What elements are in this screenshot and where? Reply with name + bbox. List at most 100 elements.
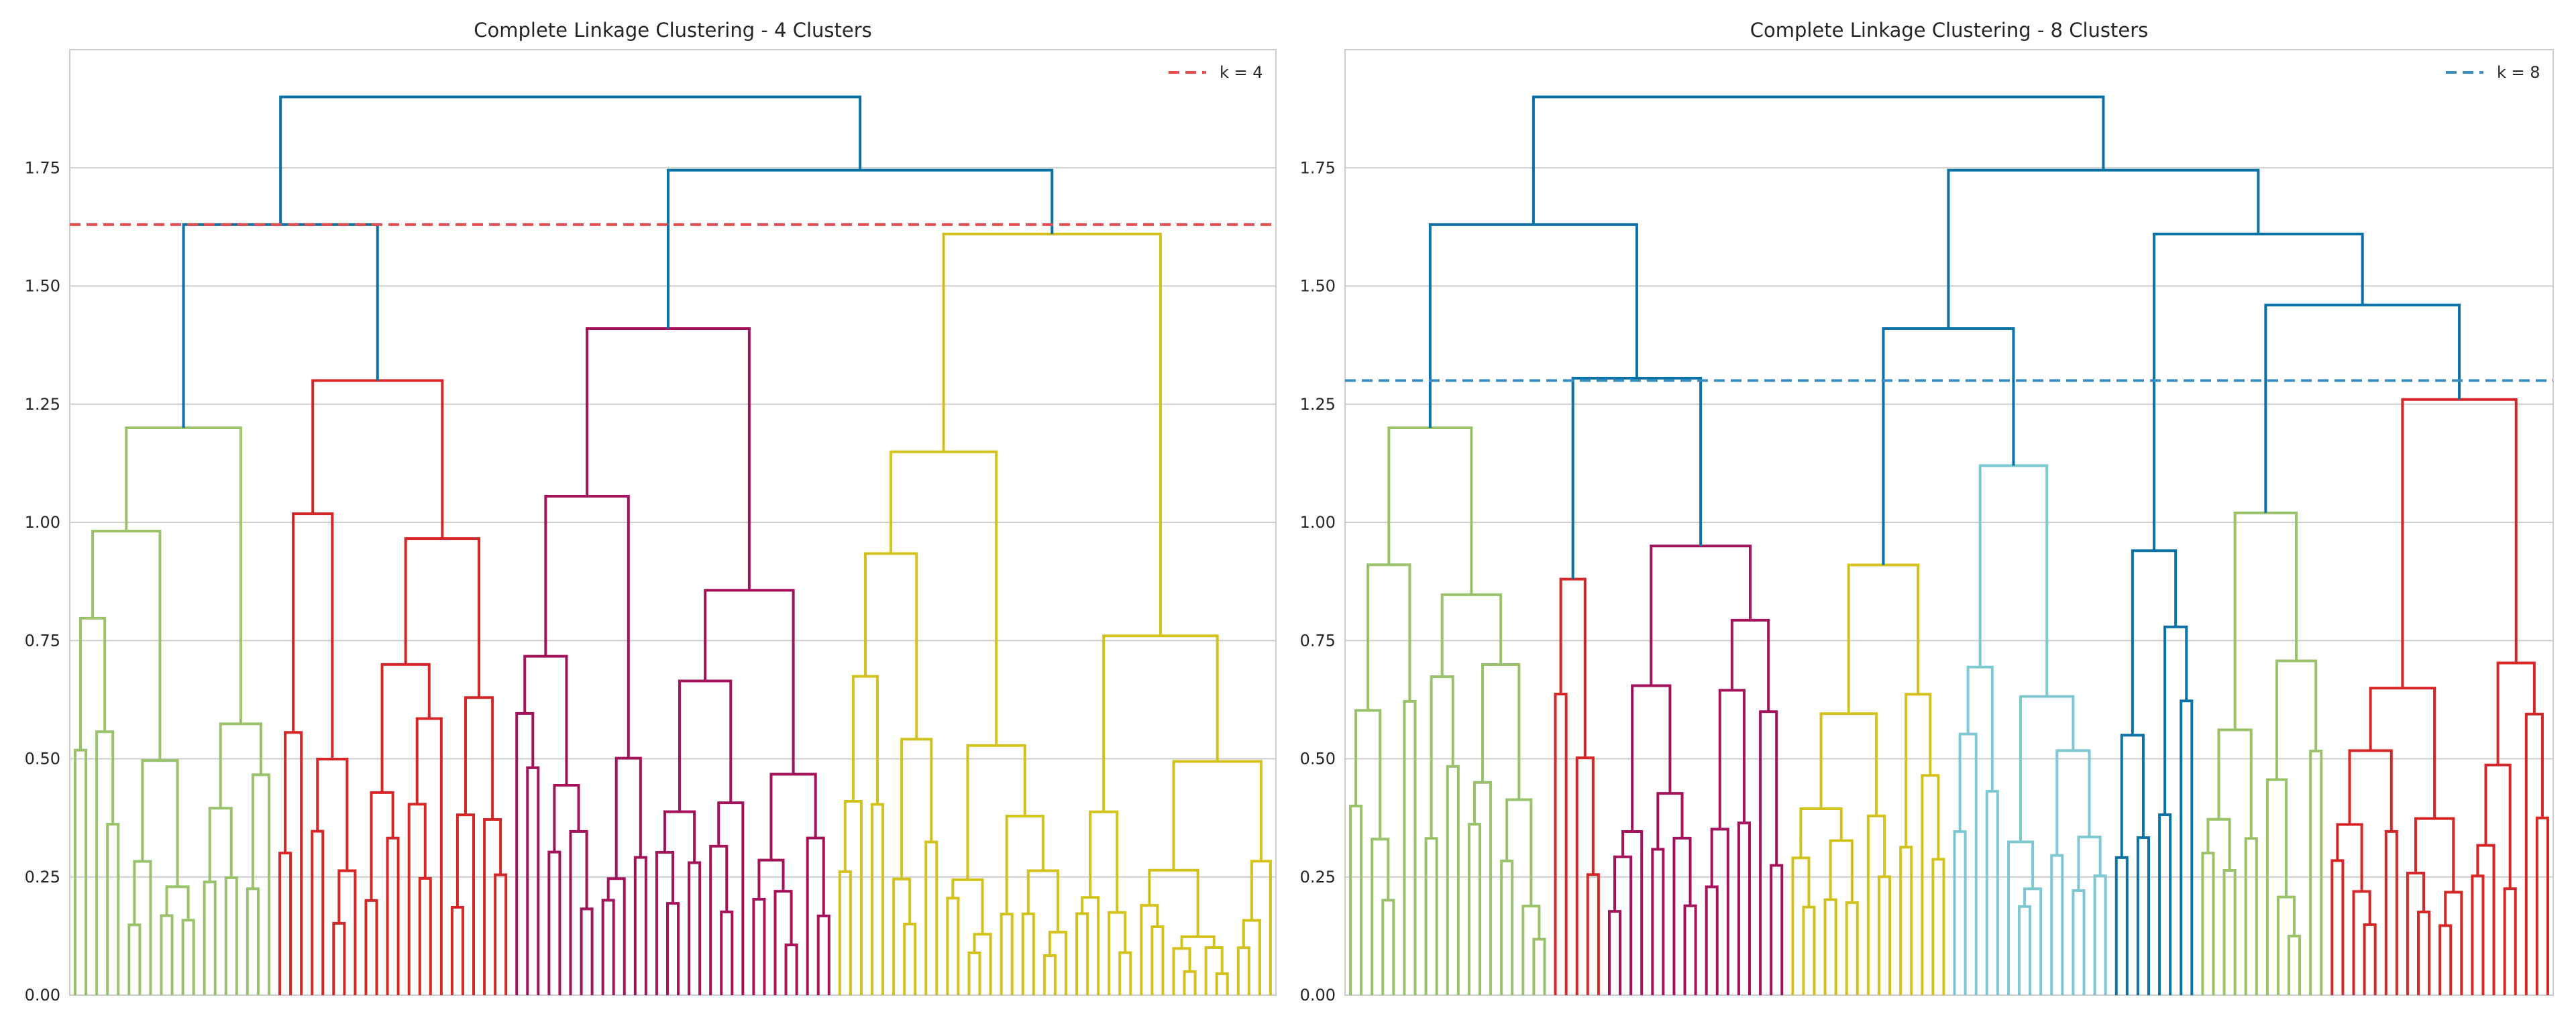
y-tick-label: 1.75 — [1300, 158, 1336, 177]
dendrogram-link — [418, 876, 432, 995]
dendrogram-link — [279, 95, 862, 225]
dendrogram-link — [1819, 712, 1878, 816]
y-tick-label: 0.50 — [25, 750, 60, 768]
dendrogram-link — [1215, 972, 1229, 995]
dendrogram-link — [1081, 896, 1100, 995]
dendrogram-link — [553, 784, 580, 852]
dendrogram-link — [1791, 856, 1811, 995]
dendrogram-link — [773, 890, 793, 995]
y-tick-label: 0.00 — [1300, 986, 1336, 1005]
dendrogram-link — [208, 807, 233, 882]
dendrogram-link — [203, 880, 217, 995]
dendrogram-link — [2114, 856, 2129, 995]
dendrogram-link — [1575, 756, 1595, 995]
dendrogram-link — [1532, 95, 2105, 225]
dendrogram-link — [720, 910, 734, 995]
y-tick-label: 0.00 — [25, 986, 60, 1005]
dendrogram-link — [967, 952, 981, 995]
dendrogram-link — [2201, 852, 2215, 995]
dendrogram-link — [851, 675, 879, 805]
dendrogram-link — [181, 919, 195, 995]
y-tick-label: 1.50 — [25, 277, 60, 296]
y-tick-label: 0.75 — [1300, 631, 1336, 650]
dendrogram-link — [2363, 923, 2377, 995]
dendrogram-link — [2369, 687, 2436, 819]
dendrogram-link — [1730, 618, 1770, 712]
dendrogram-link — [1042, 954, 1057, 995]
y-tick-label: 0.25 — [25, 868, 60, 886]
dendrogram-link — [1958, 732, 1978, 995]
dendrogram-link — [1607, 910, 1622, 995]
dendrogram-link — [284, 731, 303, 995]
y-tick-label: 0.25 — [1300, 868, 1336, 886]
dendrogram-link — [2163, 625, 2188, 815]
dendrogram-link — [1613, 855, 1633, 995]
dendrogram-link — [1150, 925, 1165, 995]
dendrogram-link — [1075, 912, 1089, 995]
dendrogram-link — [946, 897, 960, 995]
dendrogram-link — [386, 836, 400, 995]
dendrogram-link — [2352, 890, 2371, 995]
dendrogram-link — [1759, 710, 1778, 995]
dendrogram-link — [1651, 848, 1665, 995]
dendrogram-link — [1102, 634, 1219, 812]
y-tick-label: 1.50 — [1300, 277, 1336, 296]
dendrogram-link — [1621, 829, 1644, 995]
y-tick-label: 1.25 — [1300, 395, 1336, 414]
dendrogram-link — [2093, 874, 2107, 995]
dendrogram-link — [1472, 781, 1493, 995]
dendrogram-link — [251, 773, 270, 995]
dendrogram-link — [1204, 946, 1224, 995]
legend-label: k = 4 — [1220, 63, 1263, 82]
dendrogram-link — [332, 921, 346, 995]
dendrogram-link — [2072, 889, 2086, 995]
dendrogram-link — [1931, 858, 1945, 995]
dendrogram-link — [569, 829, 588, 995]
y-tick-label: 0.50 — [1300, 750, 1336, 768]
dendrogram-link — [91, 530, 162, 761]
dendrogram-link — [863, 552, 918, 740]
dendrogram-link — [2217, 728, 2253, 839]
dendrogram-link — [2120, 734, 2145, 858]
y-tick-label: 1.00 — [1300, 513, 1336, 532]
dendrogram-link — [1108, 911, 1127, 995]
dendrogram-link — [407, 803, 427, 995]
dendrogram-link — [606, 877, 626, 995]
y-tick-label: 1.00 — [25, 513, 60, 532]
dendrogram-link — [2414, 817, 2455, 893]
dendrogram-link — [1829, 839, 1854, 903]
dendrogram-link — [1770, 864, 1784, 995]
y-tick-label: 1.75 — [25, 158, 60, 177]
dendrogram-link — [2244, 837, 2258, 995]
dendrogram-link — [1904, 693, 1932, 848]
chart-title: Complete Linkage Clustering - 8 Clusters — [1750, 19, 2148, 42]
dendrogram-link — [2222, 869, 2237, 995]
dendrogram-link — [1366, 563, 1411, 711]
chart-title: Complete Linkage Clustering - 4 Clusters — [474, 19, 871, 42]
dendrogram-link — [2275, 659, 2318, 780]
dendrogram-link — [769, 772, 817, 860]
chart-panel-1: 0.00 0.25 0.50 0.75 1.00 1.25 1.50 1.75 k = 4 Com… — [25, 19, 1277, 1005]
dendrogram-link — [1899, 846, 1913, 995]
dendrogram-link — [1140, 904, 1159, 995]
dendrogram-link — [106, 823, 120, 995]
dendrogram-link — [1521, 905, 1541, 995]
dendrogram-link — [1966, 665, 1994, 792]
dendrogram-link — [1554, 692, 1568, 995]
dendrogram-link — [2265, 778, 2288, 995]
dendrogram-link — [1802, 905, 1816, 995]
dendrogram-link — [2019, 695, 2075, 842]
dendrogram-link — [224, 876, 238, 995]
dendrogram-link — [951, 878, 984, 935]
dendrogram-link — [1118, 951, 1132, 995]
dendrogram-link — [614, 756, 642, 879]
dendrogram-link — [2276, 895, 2296, 995]
dendrogram-link — [1845, 901, 1859, 995]
dendrogram-link — [494, 873, 508, 995]
dendrogram-link — [704, 589, 795, 775]
dendrogram-link — [1089, 810, 1119, 913]
y-tick-label: 1.25 — [25, 395, 60, 414]
dendrogram-link — [1424, 837, 1438, 995]
dendrogram-link — [1705, 885, 1719, 995]
